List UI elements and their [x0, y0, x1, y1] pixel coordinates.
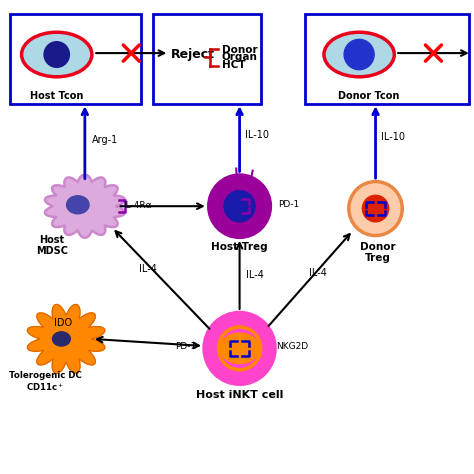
Ellipse shape — [53, 332, 70, 346]
Circle shape — [349, 182, 402, 236]
Ellipse shape — [220, 333, 259, 364]
Ellipse shape — [21, 32, 92, 77]
Text: IDO: IDO — [55, 318, 73, 328]
Ellipse shape — [44, 42, 69, 67]
Circle shape — [363, 195, 389, 222]
Text: PD-1: PD-1 — [175, 343, 196, 351]
Text: HCT: HCT — [222, 60, 246, 70]
Text: NKG2D: NKG2D — [276, 343, 308, 351]
Circle shape — [209, 175, 270, 237]
Ellipse shape — [344, 39, 374, 70]
Text: IL-10: IL-10 — [381, 132, 405, 143]
Text: IL-4Rα: IL-4Rα — [123, 201, 152, 210]
FancyBboxPatch shape — [153, 14, 261, 104]
Text: Host Treg: Host Treg — [211, 242, 268, 252]
Text: IL-10: IL-10 — [245, 130, 269, 140]
Text: Reject: Reject — [171, 47, 215, 61]
Text: Donor
Treg: Donor Treg — [360, 242, 396, 264]
Polygon shape — [45, 174, 125, 238]
Text: IL-4: IL-4 — [139, 264, 157, 274]
Text: Donor Tcon: Donor Tcon — [338, 91, 399, 101]
Polygon shape — [27, 304, 105, 374]
Text: PD-1: PD-1 — [279, 201, 300, 209]
Ellipse shape — [66, 196, 89, 214]
Circle shape — [204, 313, 275, 384]
Ellipse shape — [324, 32, 394, 77]
FancyBboxPatch shape — [305, 14, 469, 104]
Text: Tolerogenic DC
CD11c$^+$: Tolerogenic DC CD11c$^+$ — [9, 371, 82, 393]
Text: IL-4: IL-4 — [246, 270, 264, 280]
Text: Organ: Organ — [222, 52, 258, 63]
Text: Arg-1: Arg-1 — [92, 135, 118, 145]
Text: Host iNKT cell: Host iNKT cell — [196, 390, 283, 400]
Circle shape — [224, 191, 255, 222]
Text: IL-4: IL-4 — [310, 268, 327, 278]
Text: Donor: Donor — [222, 45, 257, 55]
Text: Host Tcon: Host Tcon — [30, 91, 83, 101]
Text: Host
MDSC: Host MDSC — [36, 235, 68, 256]
